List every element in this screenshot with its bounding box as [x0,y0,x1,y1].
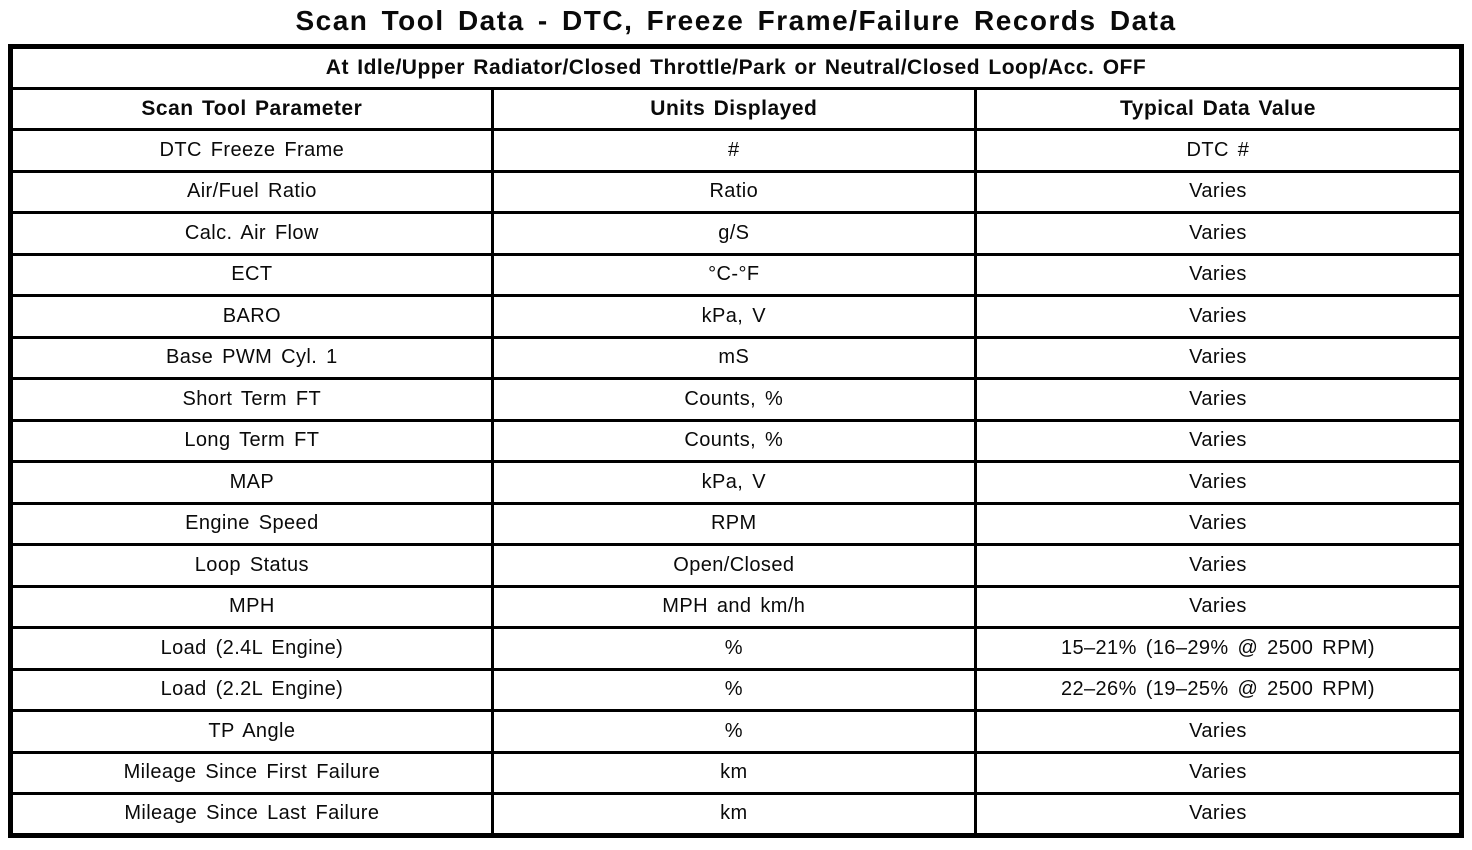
value-cell: Varies [973,709,1464,754]
units-cell: kPa, V [490,294,977,339]
units-cell: km [490,792,977,837]
parameter-cell: MPH [9,584,494,629]
table-row: Calc. Air Flow g/S Varies [9,211,1464,256]
units-cell: RPM [490,501,977,546]
units-cell: MPH and km/h [490,584,977,629]
value-cell: Varies [973,543,1464,588]
value-cell: DTC # [973,128,1464,173]
value-cell: Varies [973,418,1464,463]
parameter-cell: Mileage Since Last Failure [9,792,494,837]
value-cell: 15–21% (16–29% @ 2500 RPM) [973,626,1464,671]
value-cell: Varies [973,460,1464,505]
parameter-cell: TP Angle [9,709,494,754]
scan-tool-data-table: At Idle/Upper Radiator/Closed Throttle/P… [8,44,1464,838]
parameter-cell: Mileage Since First Failure [9,750,494,795]
units-cell: °C-°F [490,252,977,297]
parameter-cell: Calc. Air Flow [9,211,494,256]
units-cell: g/S [490,211,977,256]
parameter-cell: Engine Speed [9,501,494,546]
parameter-cell: ECT [9,252,494,297]
column-header-value: Typical Data Value [973,86,1464,131]
table-row: Loop Status Open/Closed Varies [9,543,1464,588]
table-row: Mileage Since First Failure km Varies [9,750,1464,795]
table-row: Base PWM Cyl. 1 mS Varies [9,335,1464,380]
condition-header-row: At Idle/Upper Radiator/Closed Throttle/P… [9,45,1463,90]
parameter-cell: Air/Fuel Ratio [9,169,494,214]
value-cell: Varies [973,252,1464,297]
units-cell: Counts, % [490,418,977,463]
units-cell: Counts, % [490,377,977,422]
column-header-units: Units Displayed [490,86,977,131]
table-row: Engine Speed RPM Varies [9,501,1464,546]
units-cell: kPa, V [490,460,977,505]
parameter-cell: MAP [9,460,494,505]
units-cell: mS [490,335,977,380]
value-cell: Varies [973,584,1464,629]
value-cell: Varies [973,211,1464,256]
table-row: TP Angle% Varies [9,709,1464,754]
parameter-cell: Load (2.4L Engine) [9,626,494,671]
table-row: DTC Freeze Frame # DTC # [9,128,1464,173]
table-row: Air/Fuel Ratio Ratio Varies [9,169,1464,214]
column-header-parameter: Scan Tool Parameter [9,86,494,131]
units-cell: Open/Closed [490,543,977,588]
table-row: Load (2.4L Engine)% 15–21% (16–29% @ 2500… [9,626,1464,671]
table-row: Short Term FT Counts, % Varies [9,377,1464,422]
parameter-cell: DTC Freeze Frame [9,128,494,173]
value-cell: Varies [973,501,1464,546]
units-cell: % [490,626,977,671]
parameter-cell: Long Term FT [9,418,494,463]
value-cell: Varies [973,335,1464,380]
table-row: ECT °C-°F Varies [9,252,1464,297]
units-cell: Ratio [490,169,977,214]
table-row: BARO kPa, V Varies [9,294,1464,339]
value-cell: Varies [973,792,1464,837]
parameter-cell: Load (2.2L Engine) [9,667,494,712]
value-cell: 22–26% (19–25% @ 2500 RPM) [973,667,1464,712]
table-body: DTC Freeze Frame # DTC # Air/Fuel Ratio Rati… [9,128,1464,837]
parameter-cell: Base PWM Cyl. 1 [9,335,494,380]
parameter-cell: BARO [9,294,494,339]
table-row: Load (2.2L Engine)% 22–26% (19–25% @ 2500… [9,667,1464,712]
table-row: MPH MPH and km/h Varies [9,584,1464,629]
column-header-row: Scan Tool Parameter Units Displayed Typi… [9,86,1464,131]
units-cell: % [490,667,977,712]
table-row: MAP kPa, V Varies [9,460,1464,505]
units-cell: km [490,750,977,795]
value-cell: Varies [973,169,1464,214]
table-row: Long Term FT Counts, % Varies [9,418,1464,463]
value-cell: Varies [973,294,1464,339]
value-cell: Varies [973,750,1464,795]
table-head: At Idle/Upper Radiator/Closed Throttle/P… [9,45,1464,131]
parameter-cell: Short Term FT [9,377,494,422]
table-row: Mileage Since Last Failure km Varies [9,792,1464,837]
units-cell: % [490,709,977,754]
value-cell: Varies [973,377,1464,422]
page-title: Scan Tool Data - DTC, Freeze Frame/Failu… [295,5,1177,36]
units-cell: # [490,128,977,173]
condition-header: At Idle/Upper Radiator/Closed Throttle/P… [9,45,1463,90]
parameter-cell: Loop Status [9,543,494,588]
